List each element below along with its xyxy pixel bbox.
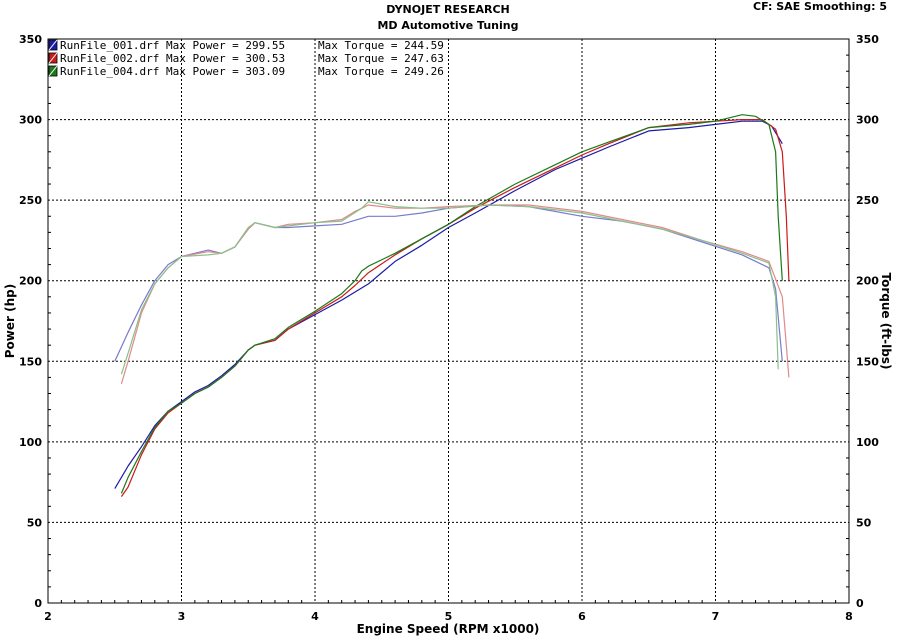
y-tick-label-right: 350 <box>856 33 879 46</box>
y-tick-label-right: 50 <box>856 516 872 529</box>
x-tick-label: 5 <box>445 610 453 623</box>
y-tick-label-left: 200 <box>19 275 42 288</box>
x-tick-label: 7 <box>712 610 720 623</box>
y-axis-label-left: Power (hp) <box>3 284 17 358</box>
y-tick-label-left: 150 <box>19 355 42 368</box>
y-tick-label-left: 100 <box>19 436 42 449</box>
x-tick-label: 2 <box>44 610 52 623</box>
runfile-002-legend-label: RunFile_002.drf Max Power = 300.53 <box>60 52 285 65</box>
series-lines <box>114 114 790 497</box>
runfile-001-legend-torque: Max Torque = 244.59 <box>318 39 444 52</box>
runfile-004-legend-torque: Max Torque = 249.26 <box>318 65 444 78</box>
y-tick-label-left: 0 <box>34 597 42 610</box>
runfile-002-legend-swatch-mark <box>48 52 58 64</box>
y-tick-label-right: 150 <box>856 355 879 368</box>
runfile-004-legend-swatch-mark <box>48 65 58 77</box>
y-tick-label-left: 350 <box>19 33 42 46</box>
runfile-002-legend-torque: Max Torque = 247.63 <box>318 52 444 65</box>
y-tick-label-right: 200 <box>856 275 879 288</box>
correction-smoothing-info: CF: SAE Smoothing: 5 <box>753 0 887 13</box>
grid <box>48 39 849 603</box>
runfile-004-power-line <box>120 114 783 494</box>
y-tick-label-right: 0 <box>856 597 864 610</box>
y-axis-label-right: Torque (ft-lbs) <box>879 273 893 370</box>
x-tick-label: 4 <box>311 610 319 623</box>
legend: RunFile_001.drf Max Power = 299.55 Max To… <box>48 39 444 78</box>
x-tick-label: 8 <box>845 610 853 623</box>
y-tick-label-left: 300 <box>19 114 42 127</box>
runfile-001-legend-label: RunFile_001.drf Max Power = 299.55 <box>60 39 285 52</box>
y-tick-label-right: 100 <box>856 436 879 449</box>
plot-area <box>47 38 850 604</box>
runfile-001-power-line <box>114 120 783 489</box>
runfile-002-torque-line <box>120 204 790 384</box>
y-tick-label-left: 250 <box>19 194 42 207</box>
x-axis-label: Engine Speed (RPM x1000) <box>357 622 540 636</box>
x-tick-label: 3 <box>178 610 186 623</box>
chart-title: DYNOJET RESEARCH <box>386 3 509 16</box>
x-tick-label: 6 <box>578 610 586 623</box>
y-tick-label-right: 300 <box>856 114 879 127</box>
chart-subtitle: MD Automotive Tuning <box>377 19 518 32</box>
runfile-001-legend-swatch-mark <box>48 39 58 51</box>
runfile-002-power-line <box>120 118 790 497</box>
y-tick-label-right: 250 <box>856 194 879 207</box>
runfile-004-legend-label: RunFile_004.drf Max Power = 303.09 <box>60 65 285 78</box>
runfile-004-torque-line <box>120 201 779 375</box>
y-tick-label-left: 50 <box>27 516 43 529</box>
